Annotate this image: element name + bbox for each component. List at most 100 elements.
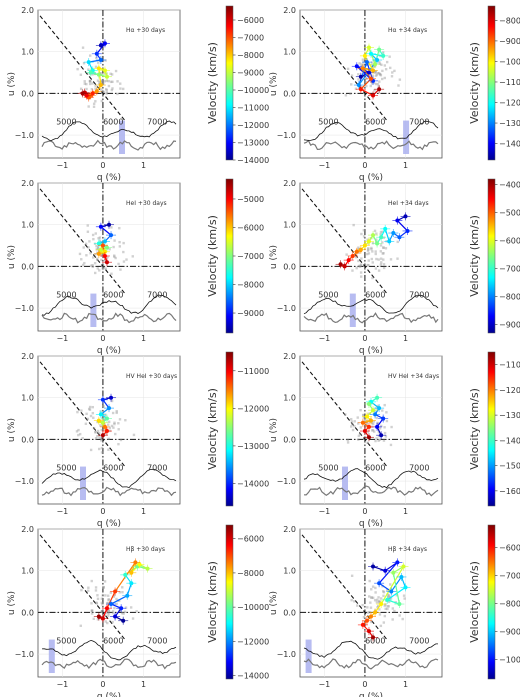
velocity-point bbox=[96, 418, 101, 423]
velocity-track-segment bbox=[392, 572, 400, 605]
continuum-point bbox=[372, 420, 376, 423]
colorbar-tick-label: −12000 bbox=[499, 99, 520, 108]
continuum-point bbox=[375, 437, 378, 440]
continuum-point bbox=[86, 224, 89, 227]
continuum-point bbox=[372, 81, 376, 85]
continuum-point bbox=[105, 92, 108, 95]
continuum-point bbox=[356, 416, 359, 419]
polarization-spectrum bbox=[303, 294, 439, 315]
continuum-point bbox=[105, 89, 108, 92]
continuum-point bbox=[370, 82, 374, 85]
continuum-point bbox=[378, 601, 381, 604]
continuum-point bbox=[116, 80, 119, 83]
colorbar-tick-label: −12000 bbox=[237, 404, 269, 413]
continuum-point bbox=[135, 610, 138, 613]
continuum-point bbox=[370, 620, 373, 624]
continuum-point bbox=[402, 594, 406, 597]
velocity-point bbox=[129, 581, 134, 586]
velocity-point bbox=[100, 420, 105, 425]
colorbar bbox=[225, 178, 234, 334]
continuum-point bbox=[81, 263, 85, 267]
continuum-point bbox=[381, 230, 384, 233]
colorbar-label: Velocity (km/s) bbox=[206, 215, 219, 297]
plot-frame bbox=[37, 355, 181, 505]
continuum-point bbox=[371, 585, 375, 588]
x-axis-label: q (%) bbox=[97, 692, 121, 697]
y-tick-label: 1.0 bbox=[283, 48, 296, 57]
continuum-point bbox=[351, 422, 354, 426]
continuum-point bbox=[96, 429, 100, 433]
continuum-point bbox=[362, 416, 365, 419]
continuum-point bbox=[119, 268, 122, 271]
line-region-band bbox=[48, 639, 55, 673]
line-region-band bbox=[80, 466, 86, 500]
continuum-point bbox=[371, 429, 374, 432]
velocity-point bbox=[113, 614, 118, 619]
colorbar-tick-label: −11000 bbox=[237, 367, 269, 376]
continuum-point bbox=[382, 439, 386, 442]
panel-title: HeI +34 days bbox=[388, 200, 429, 207]
continuum-point bbox=[131, 255, 134, 258]
continuum-point bbox=[87, 407, 91, 411]
wavelength-label: 6000 bbox=[365, 118, 385, 127]
velocity-track-segment bbox=[396, 220, 408, 232]
panel-5: 5000 6000 7000 HV HeI +30 days 2.0 1.0 0.0 −1.0… bbox=[7, 351, 269, 529]
continuum-point bbox=[357, 251, 361, 254]
velocity-point bbox=[125, 593, 130, 598]
x-axis-label: q (%) bbox=[359, 519, 383, 529]
velocity-point bbox=[403, 585, 408, 590]
y-tick-label: 2.0 bbox=[283, 525, 296, 534]
velocity-point bbox=[375, 424, 380, 429]
continuum-point bbox=[92, 237, 95, 241]
continuum-point bbox=[371, 429, 375, 432]
continuum-point bbox=[377, 72, 381, 75]
continuum-point bbox=[103, 580, 107, 583]
continuum-point bbox=[92, 416, 95, 419]
x-tick-label: 0 bbox=[362, 334, 367, 343]
continuum-point bbox=[108, 248, 111, 251]
continuum-point bbox=[91, 233, 95, 237]
wavelength-label: 7000 bbox=[409, 464, 429, 473]
velocity-point bbox=[84, 93, 89, 98]
y-axis-label: u (%) bbox=[269, 418, 279, 442]
colorbar-tick-label: −14000 bbox=[499, 436, 520, 445]
continuum-point bbox=[101, 253, 104, 256]
colorbar-tick-label: −15000 bbox=[499, 462, 520, 471]
continuum-point bbox=[97, 237, 100, 240]
continuum-point bbox=[77, 433, 80, 437]
continuum-point bbox=[363, 417, 367, 420]
continuum-point bbox=[377, 430, 381, 434]
continuum-point bbox=[113, 255, 116, 258]
continuum-point bbox=[115, 602, 118, 606]
continuum-point bbox=[80, 409, 83, 412]
velocity-point bbox=[371, 564, 376, 569]
panel-title: Hα +34 days bbox=[388, 27, 427, 34]
continuum-point bbox=[76, 67, 79, 71]
velocity-point bbox=[389, 589, 394, 594]
x-tick-label: −1 bbox=[56, 507, 68, 516]
continuum-point bbox=[367, 242, 370, 245]
continuum-point bbox=[97, 246, 100, 249]
velocity-point bbox=[375, 58, 380, 63]
continuum-point bbox=[123, 610, 127, 613]
velocity-point bbox=[366, 45, 371, 50]
continuum-point bbox=[377, 434, 381, 438]
velocity-point bbox=[100, 243, 105, 248]
continuum-point bbox=[370, 61, 374, 64]
flux-spectrum bbox=[41, 486, 177, 497]
continuum-point bbox=[346, 67, 350, 71]
flux-spectrum bbox=[303, 312, 439, 324]
velocity-point bbox=[342, 264, 347, 269]
velocity-point bbox=[364, 618, 369, 623]
continuum-point bbox=[384, 247, 388, 250]
velocity-track-segment bbox=[387, 599, 400, 605]
continuum-point bbox=[383, 426, 386, 429]
continuum-point bbox=[368, 595, 371, 598]
continuum-point bbox=[351, 269, 354, 272]
velocity-point bbox=[104, 74, 109, 79]
continuum-point bbox=[375, 232, 378, 235]
continuum-point bbox=[117, 262, 120, 266]
continuum-point bbox=[99, 88, 103, 91]
velocity-point bbox=[375, 395, 380, 400]
x-tick-label: 0 bbox=[100, 161, 105, 170]
